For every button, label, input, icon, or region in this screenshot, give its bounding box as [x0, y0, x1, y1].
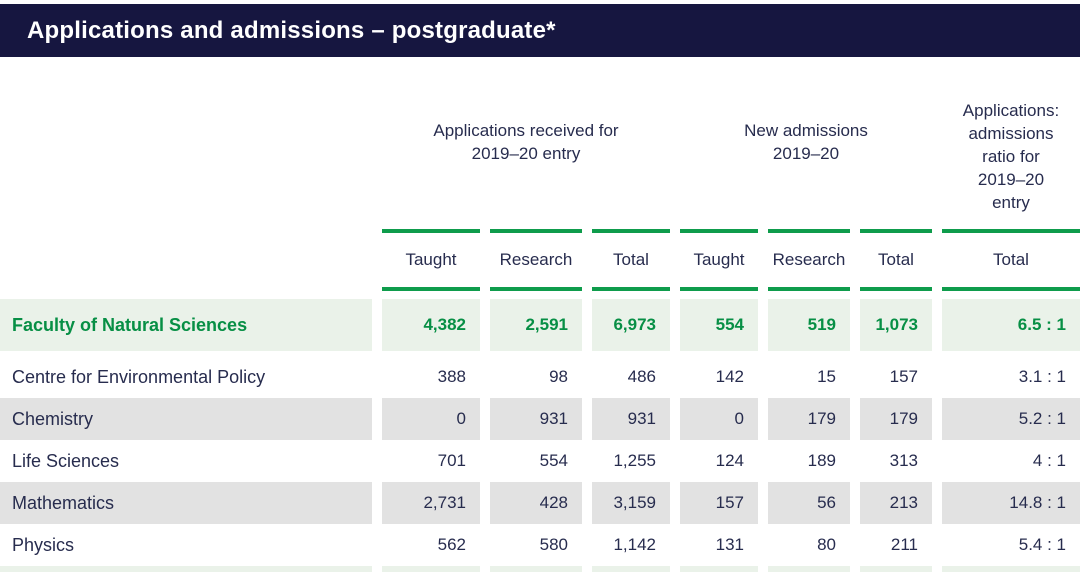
- table-cell: 211: [890, 535, 918, 554]
- section-title-bar: Applications and admissions – postgradua…: [0, 4, 1080, 57]
- column-header-research-apps: Research: [490, 229, 582, 291]
- group-header-row: Applications received for 2019–20 entry …: [0, 57, 1080, 229]
- group-header-new-admissions: New admissions 2019–20: [744, 121, 868, 163]
- column-header-taught-adm: Taught: [680, 229, 758, 291]
- row-label: Mathematics: [0, 482, 372, 524]
- column-header-total-apps: Total: [592, 229, 670, 291]
- table-cell: 562: [437, 535, 466, 554]
- column-header-spacer: [0, 229, 372, 291]
- table-cell: 6.5 : 1: [942, 299, 1080, 351]
- table-cell: 0: [382, 398, 480, 440]
- table-cell: 157: [680, 482, 758, 524]
- table-cell: 189: [807, 451, 836, 470]
- table-cell: 4,382: [382, 299, 480, 351]
- page-title: Applications and admissions – postgradua…: [27, 16, 556, 44]
- table-cell: 6,973: [592, 299, 670, 351]
- column-header-total-adm: Total: [860, 229, 932, 291]
- table-cell: 554: [539, 451, 568, 470]
- row-label: Centre for Environmental Policy: [12, 366, 266, 387]
- table-row: Physics 562 580 1,142 131 80 211 5.4 : 1: [0, 524, 1080, 566]
- table-cell: 131: [715, 535, 744, 554]
- column-header-research-adm: Research: [768, 229, 850, 291]
- table-row: Life Sciences 701 554 1,255 124 189 313 …: [0, 440, 1080, 482]
- admissions-table: Applications received for 2019–20 entry …: [0, 57, 1080, 572]
- table-cell: 157: [889, 367, 918, 386]
- table-cell: 142: [715, 367, 744, 386]
- table-cell: 701: [437, 451, 466, 470]
- table-cell: 519: [768, 299, 850, 351]
- table-cell: 5.4 : 1: [1018, 535, 1066, 554]
- column-header-row: Taught Research Total Taught Research To…: [0, 229, 1080, 291]
- column-header-total-ratio: Total: [942, 229, 1080, 291]
- table-row: Centre for Environmental Policy 388 98 4…: [0, 356, 1080, 398]
- table-cell: 3,159: [592, 482, 670, 524]
- table-cell: 580: [539, 535, 568, 554]
- table-cell: 213: [860, 482, 932, 524]
- table-cell: 931: [592, 398, 670, 440]
- table-cell: 931: [490, 398, 582, 440]
- table-cell: 313: [889, 451, 918, 470]
- table-row: Mathematics 2,731 428 3,159 157 56 213 1…: [0, 482, 1080, 524]
- row-label: Chemistry: [0, 398, 372, 440]
- table-cell: 179: [768, 398, 850, 440]
- table-cell: 1,142: [613, 535, 656, 554]
- table-row-faculty-total: Faculty of Natural Sciences 4,382 2,591 …: [0, 299, 1080, 351]
- row-label: Faculty of Natural Sciences: [0, 299, 372, 351]
- table-cell: 2,591: [490, 299, 582, 351]
- table-cell: 0: [680, 398, 758, 440]
- table-row-cutoff: [0, 566, 1080, 572]
- table-cell: 56: [768, 482, 850, 524]
- row-label: Life Sciences: [12, 450, 120, 471]
- column-header-taught-apps: Taught: [382, 229, 480, 291]
- table-cell: 554: [680, 299, 758, 351]
- table-cell: 3.1 : 1: [1018, 367, 1066, 386]
- table-cell: 1,255: [613, 451, 656, 470]
- table-cell: 4 : 1: [1032, 451, 1066, 470]
- row-label: Physics: [12, 534, 75, 555]
- table-cell: 428: [490, 482, 582, 524]
- table-row: Chemistry 0 931 931 0 179 179 5.2 : 1: [0, 398, 1080, 440]
- table-cell: 80: [817, 535, 836, 554]
- table-cell: 14.8 : 1: [942, 482, 1080, 524]
- spacer: [0, 291, 1080, 299]
- group-header-applications-received: Applications received for 2019–20 entry: [433, 121, 619, 163]
- table-cell: 1,073: [860, 299, 932, 351]
- table-cell: 2,731: [382, 482, 480, 524]
- table-cell: 486: [627, 367, 656, 386]
- group-header-ratio: Applications: admissions ratio for 2019–…: [962, 101, 1060, 213]
- table-cell: 15: [817, 367, 836, 386]
- table-cell: 124: [715, 451, 744, 470]
- table-cell: 388: [437, 367, 466, 386]
- table-cell: 5.2 : 1: [942, 398, 1080, 440]
- table-cell: 98: [549, 367, 568, 386]
- table-cell: 179: [860, 398, 932, 440]
